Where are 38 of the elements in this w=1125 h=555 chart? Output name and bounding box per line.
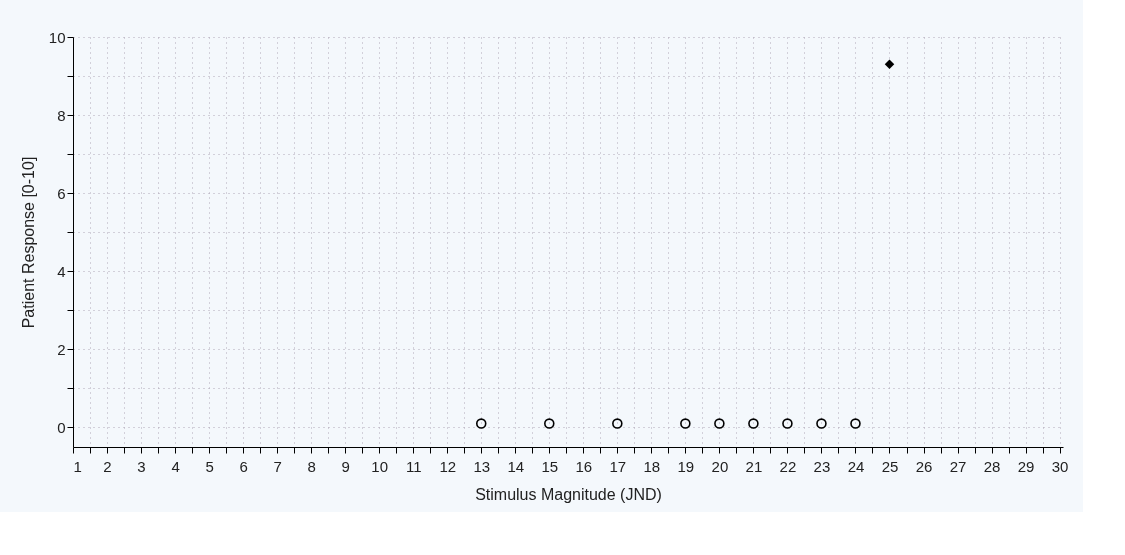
x-tick-label: 4: [171, 457, 180, 475]
x-tick-label: 7: [273, 457, 282, 475]
y-tick-label: 6: [57, 184, 66, 202]
x-tick-label: 24: [847, 457, 865, 475]
x-tick-label: 30: [1051, 457, 1069, 475]
x-tick-label: 21: [745, 457, 763, 475]
x-tick-label: 18: [643, 457, 661, 475]
y-tick-label: 2: [57, 340, 66, 358]
x-tick-label: 9: [341, 457, 350, 475]
y-axis-title: Patient Response [0-10]: [19, 156, 37, 329]
x-tick-label: 29: [1017, 457, 1035, 475]
y-tick-label: 4: [57, 262, 66, 280]
x-tick-label: 2: [103, 457, 112, 475]
x-tick-label: 8: [307, 457, 316, 475]
x-tick-label: 6: [239, 457, 248, 475]
x-tick-label: 12: [439, 457, 457, 475]
x-tick-label: 14: [507, 457, 525, 475]
x-tick-label: 20: [711, 457, 729, 475]
x-tick-label: 16: [575, 457, 593, 475]
x-tick-label: 19: [677, 457, 695, 475]
x-axis-title: Stimulus Magnitude (JND): [475, 485, 662, 503]
y-tick-label: 0: [57, 418, 66, 436]
x-tick-label: 5: [205, 457, 214, 475]
x-tick-label: 13: [473, 457, 491, 475]
x-tick-label: 11: [405, 457, 422, 475]
x-tick-label: 3: [137, 457, 146, 475]
x-tick-label: 22: [779, 457, 797, 475]
x-tick-label: 10: [371, 457, 389, 475]
x-tick-label: 25: [881, 457, 899, 475]
x-tick-label: 17: [609, 457, 627, 475]
x-tick-label: 28: [983, 457, 1001, 475]
y-tick-label: 8: [57, 106, 66, 124]
x-tick-label: 15: [541, 457, 559, 475]
x-tick-label: 1: [73, 457, 82, 475]
x-tick-label: 26: [915, 457, 933, 475]
y-tick-label: 10: [48, 28, 66, 46]
x-tick-label: 27: [949, 457, 967, 475]
x-tick-label: 23: [813, 457, 831, 475]
